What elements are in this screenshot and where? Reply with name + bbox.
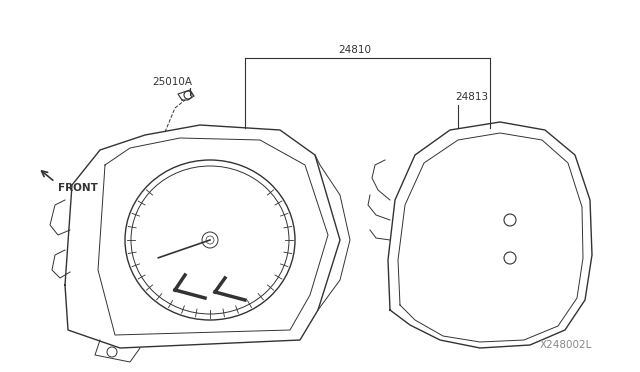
Text: X248002L: X248002L — [540, 340, 593, 350]
Text: 24813: 24813 — [455, 92, 488, 102]
Text: 24810: 24810 — [338, 45, 371, 55]
Text: 25010A: 25010A — [152, 77, 192, 87]
Text: FRONT: FRONT — [58, 183, 98, 193]
